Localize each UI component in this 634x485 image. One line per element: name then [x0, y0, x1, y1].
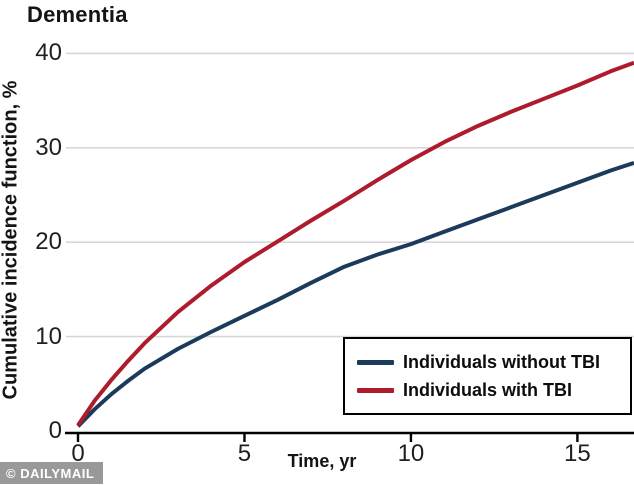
with-tbi-line-swatch	[357, 387, 394, 393]
legend-item-with-tbi: Individuals with TBI	[357, 380, 630, 401]
watermark-badge: © DAILYMAIL	[0, 462, 104, 484]
legend-label-without-tbi: Individuals without TBI	[403, 351, 600, 372]
chart-title: Dementia	[27, 2, 128, 27]
legend-label-with-tbi: Individuals with TBI	[403, 379, 573, 400]
legend-item-without-tbi: Individuals without TBI	[357, 352, 630, 373]
watermark-text: © DAILYMAIL	[6, 465, 95, 481]
legend: Individuals without TBI Individuals with…	[343, 337, 632, 415]
individuals-without-tbi-curve	[76, 160, 634, 428]
without-tbi-line-swatch	[357, 359, 394, 365]
individuals-with-tbi-curve	[76, 60, 634, 427]
x-axis-title: Time, yr	[287, 451, 357, 471]
